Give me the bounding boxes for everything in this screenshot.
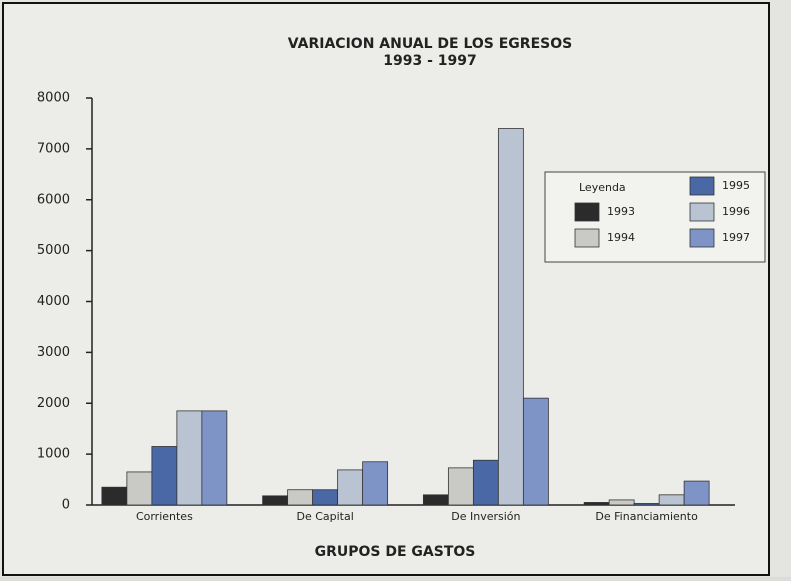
legend-swatch — [689, 228, 715, 248]
bar — [683, 480, 710, 506]
y-tick-label: 4000 — [37, 294, 70, 309]
y-tick-label: 1000 — [37, 447, 70, 462]
bar — [201, 410, 228, 506]
y-tick-label: 8000 — [37, 91, 70, 106]
x-tick-label: Corrientes — [136, 510, 193, 523]
bar — [287, 489, 314, 506]
y-tick-label: 6000 — [37, 192, 70, 207]
bar — [337, 469, 364, 506]
y-tick-label: 7000 — [37, 141, 70, 156]
bar — [497, 128, 524, 506]
bar — [362, 461, 389, 506]
y-tick-label: 5000 — [37, 243, 70, 258]
legend-label: 1997 — [722, 231, 750, 244]
legend-label: 1994 — [607, 231, 635, 244]
bar — [422, 494, 449, 506]
x-tick-label: De Capital — [296, 510, 353, 523]
bar — [658, 494, 685, 506]
legend-swatch — [574, 202, 600, 222]
x-tick-label: De Inversión — [451, 510, 520, 523]
bar — [176, 410, 203, 506]
legend-swatch — [689, 202, 715, 222]
chart-subtitle: 1993 - 1997 — [383, 53, 477, 69]
y-tick-label: 0 — [62, 498, 70, 513]
bar — [151, 446, 178, 506]
bar — [126, 471, 153, 506]
bar — [312, 489, 339, 506]
bar — [101, 486, 128, 506]
x-tick-label: De Financiamiento — [595, 510, 698, 523]
bar — [262, 495, 289, 506]
x-axis-label: GRUPOS DE GASTOS — [315, 544, 476, 560]
y-tick-label: 3000 — [37, 345, 70, 360]
bar — [447, 467, 474, 506]
legend-title: Leyenda — [579, 181, 626, 194]
chart-title: VARIACION ANUAL DE LOS EGRESOS — [288, 36, 572, 52]
bar — [583, 502, 610, 506]
bar — [633, 503, 660, 506]
legend-label: 1995 — [722, 179, 750, 192]
legend-label: 1996 — [722, 205, 750, 218]
legend-swatch — [574, 228, 600, 248]
bar — [608, 499, 635, 506]
bar — [472, 459, 499, 506]
legend-swatch — [689, 176, 715, 196]
y-tick-label: 2000 — [37, 396, 70, 411]
bar — [522, 397, 549, 506]
legend-label: 1993 — [607, 205, 635, 218]
